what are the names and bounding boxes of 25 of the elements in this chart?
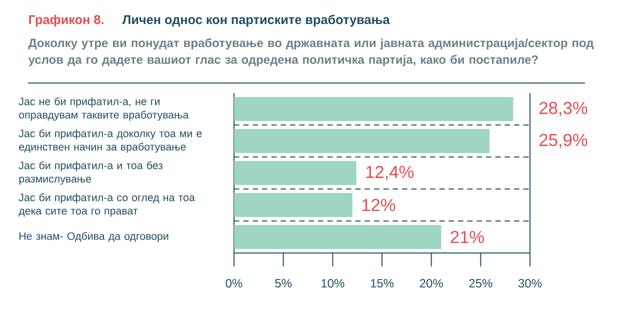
x-tick-label: 15% [370,279,394,288]
y-tick-label: Јас не би прифатил-а, не ги оправдувам таквите вработувања [18,97,189,121]
x-tick-label: 10% [322,279,344,288]
data-label: 12% [362,198,396,212]
y-tick-label: Јас би прифатил-а доколку тоа ми е единствен начин за вработување [18,129,202,153]
bar [234,192,352,217]
data-label: 12,4% [366,166,414,180]
x-tick-label: 20% [420,279,443,288]
data-label: 28,3% [540,102,588,116]
y-tick-label: Јас би прифатил-а и тоа без размислување [18,161,163,185]
bar [234,160,356,185]
x-tick-label: 25% [469,279,492,288]
bar [234,224,442,249]
x-tick-label: 5% [275,279,292,288]
chart-subtitle: Доколку утре ви понудат вработување во државната или јавната администрација/сектор под услов да го дадете вашиот глас за одредена политичка партија, како би постапиле? [28,38,594,66]
x-tick-label: 0% [226,279,242,288]
data-label: 21% [450,230,484,244]
x-tick-label: 30% [518,279,542,288]
chart-title: Личен однос кон партиските вработувања [122,14,390,27]
bar [234,97,514,121]
y-tick-label: Јас би прифатил-а со оглед на тоа дека сите тоа го прават [18,193,195,217]
data-label: 25,9% [540,134,588,148]
bar [234,129,490,153]
y-tick-label: Не знам- Одбива да одговори [20,232,168,242]
text: Графикон 8. [29,14,104,27]
